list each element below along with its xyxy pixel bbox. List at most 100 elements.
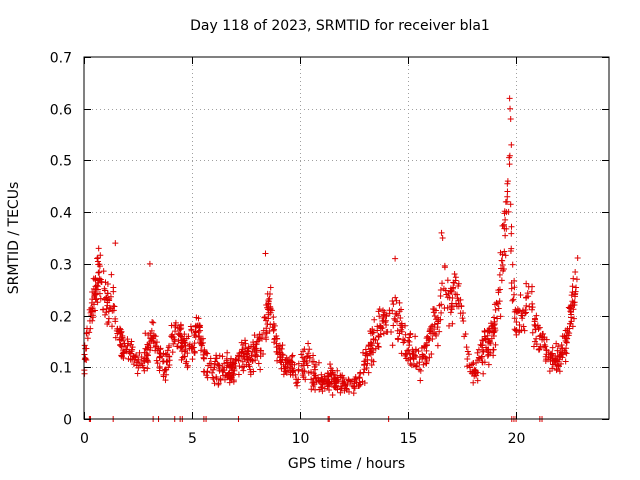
data-point [198,341,205,348]
data-point [518,327,525,334]
data-point [253,341,260,348]
data-point [303,359,310,366]
data-point [162,366,169,373]
y-tick-label: 0.1 [50,361,72,377]
data-point [299,372,306,379]
data-point [305,369,312,376]
data-point [305,350,312,357]
data-point [556,368,563,375]
data-point [221,360,228,367]
data-point [465,351,472,358]
data-point [104,290,111,297]
data-point [164,347,171,354]
data-point [295,376,302,383]
data-point [376,322,383,329]
data-point [380,330,387,337]
data-point [500,223,507,230]
data-point [110,288,117,295]
data-point [163,358,170,365]
data-point [511,284,518,291]
x-tick-label: 5 [188,431,197,447]
data-point [207,355,214,362]
data-point [500,266,507,273]
data-point [94,254,101,261]
data-point [215,380,222,387]
data-point [201,368,208,375]
data-point [236,353,243,360]
data-point [398,306,405,313]
data-point [284,360,291,367]
data-point [87,309,94,316]
data-point [271,339,278,346]
data-point [410,362,417,369]
data-point [499,251,506,258]
data-point [574,255,581,262]
data-point [129,346,136,353]
data-point [511,291,518,298]
data-point [135,357,142,364]
data-point [179,336,186,343]
data-point [130,361,137,368]
data-point [479,337,486,344]
data-point [292,380,299,387]
data-points [81,95,581,422]
data-point [178,356,185,363]
data-point [312,361,319,368]
data-point [224,362,231,369]
data-point-extreme [504,178,511,185]
data-point [206,360,213,367]
data-point [390,322,397,329]
data-point [436,302,443,309]
data-point [97,295,104,302]
data-point [306,354,313,361]
data-point [90,314,97,321]
data-point [490,352,497,359]
data-point [491,301,498,308]
data-point [133,352,140,359]
data-point [540,336,547,343]
data-point [240,350,247,357]
data-point [128,338,135,345]
data-point [509,261,516,268]
data-point [186,341,193,348]
data-point [319,388,326,395]
data-point [448,288,455,295]
data-point [452,274,459,281]
data-point [245,361,252,368]
data-point [498,257,505,264]
data-point [495,287,502,294]
data-point [450,285,457,292]
y-tick-label: 0 [63,413,72,429]
data-point [567,320,574,327]
data-point [374,327,381,334]
data-point [337,374,344,381]
data-point [156,349,163,356]
data-point [502,252,509,259]
data-point [96,261,103,268]
data-point [504,180,511,187]
data-point [382,317,389,324]
data-point [566,325,573,332]
data-point [496,271,503,278]
data-point [555,362,562,369]
data-point [479,359,486,366]
data-point [343,385,350,392]
y-tick-label: 0.2 [50,310,72,326]
data-point [421,343,428,350]
data-point [508,285,515,292]
data-point [144,344,151,351]
data-point [488,320,495,327]
data-point [516,322,523,329]
data-point [239,358,246,365]
data-point [361,361,368,368]
data-point [204,374,211,381]
data-point [270,327,277,334]
data-point [519,315,526,322]
data-point [175,337,182,344]
data-point [120,349,127,356]
data-point [161,367,168,374]
data-point [396,299,403,306]
data-point [439,280,446,287]
data-point [229,372,236,379]
data-point [523,302,530,309]
